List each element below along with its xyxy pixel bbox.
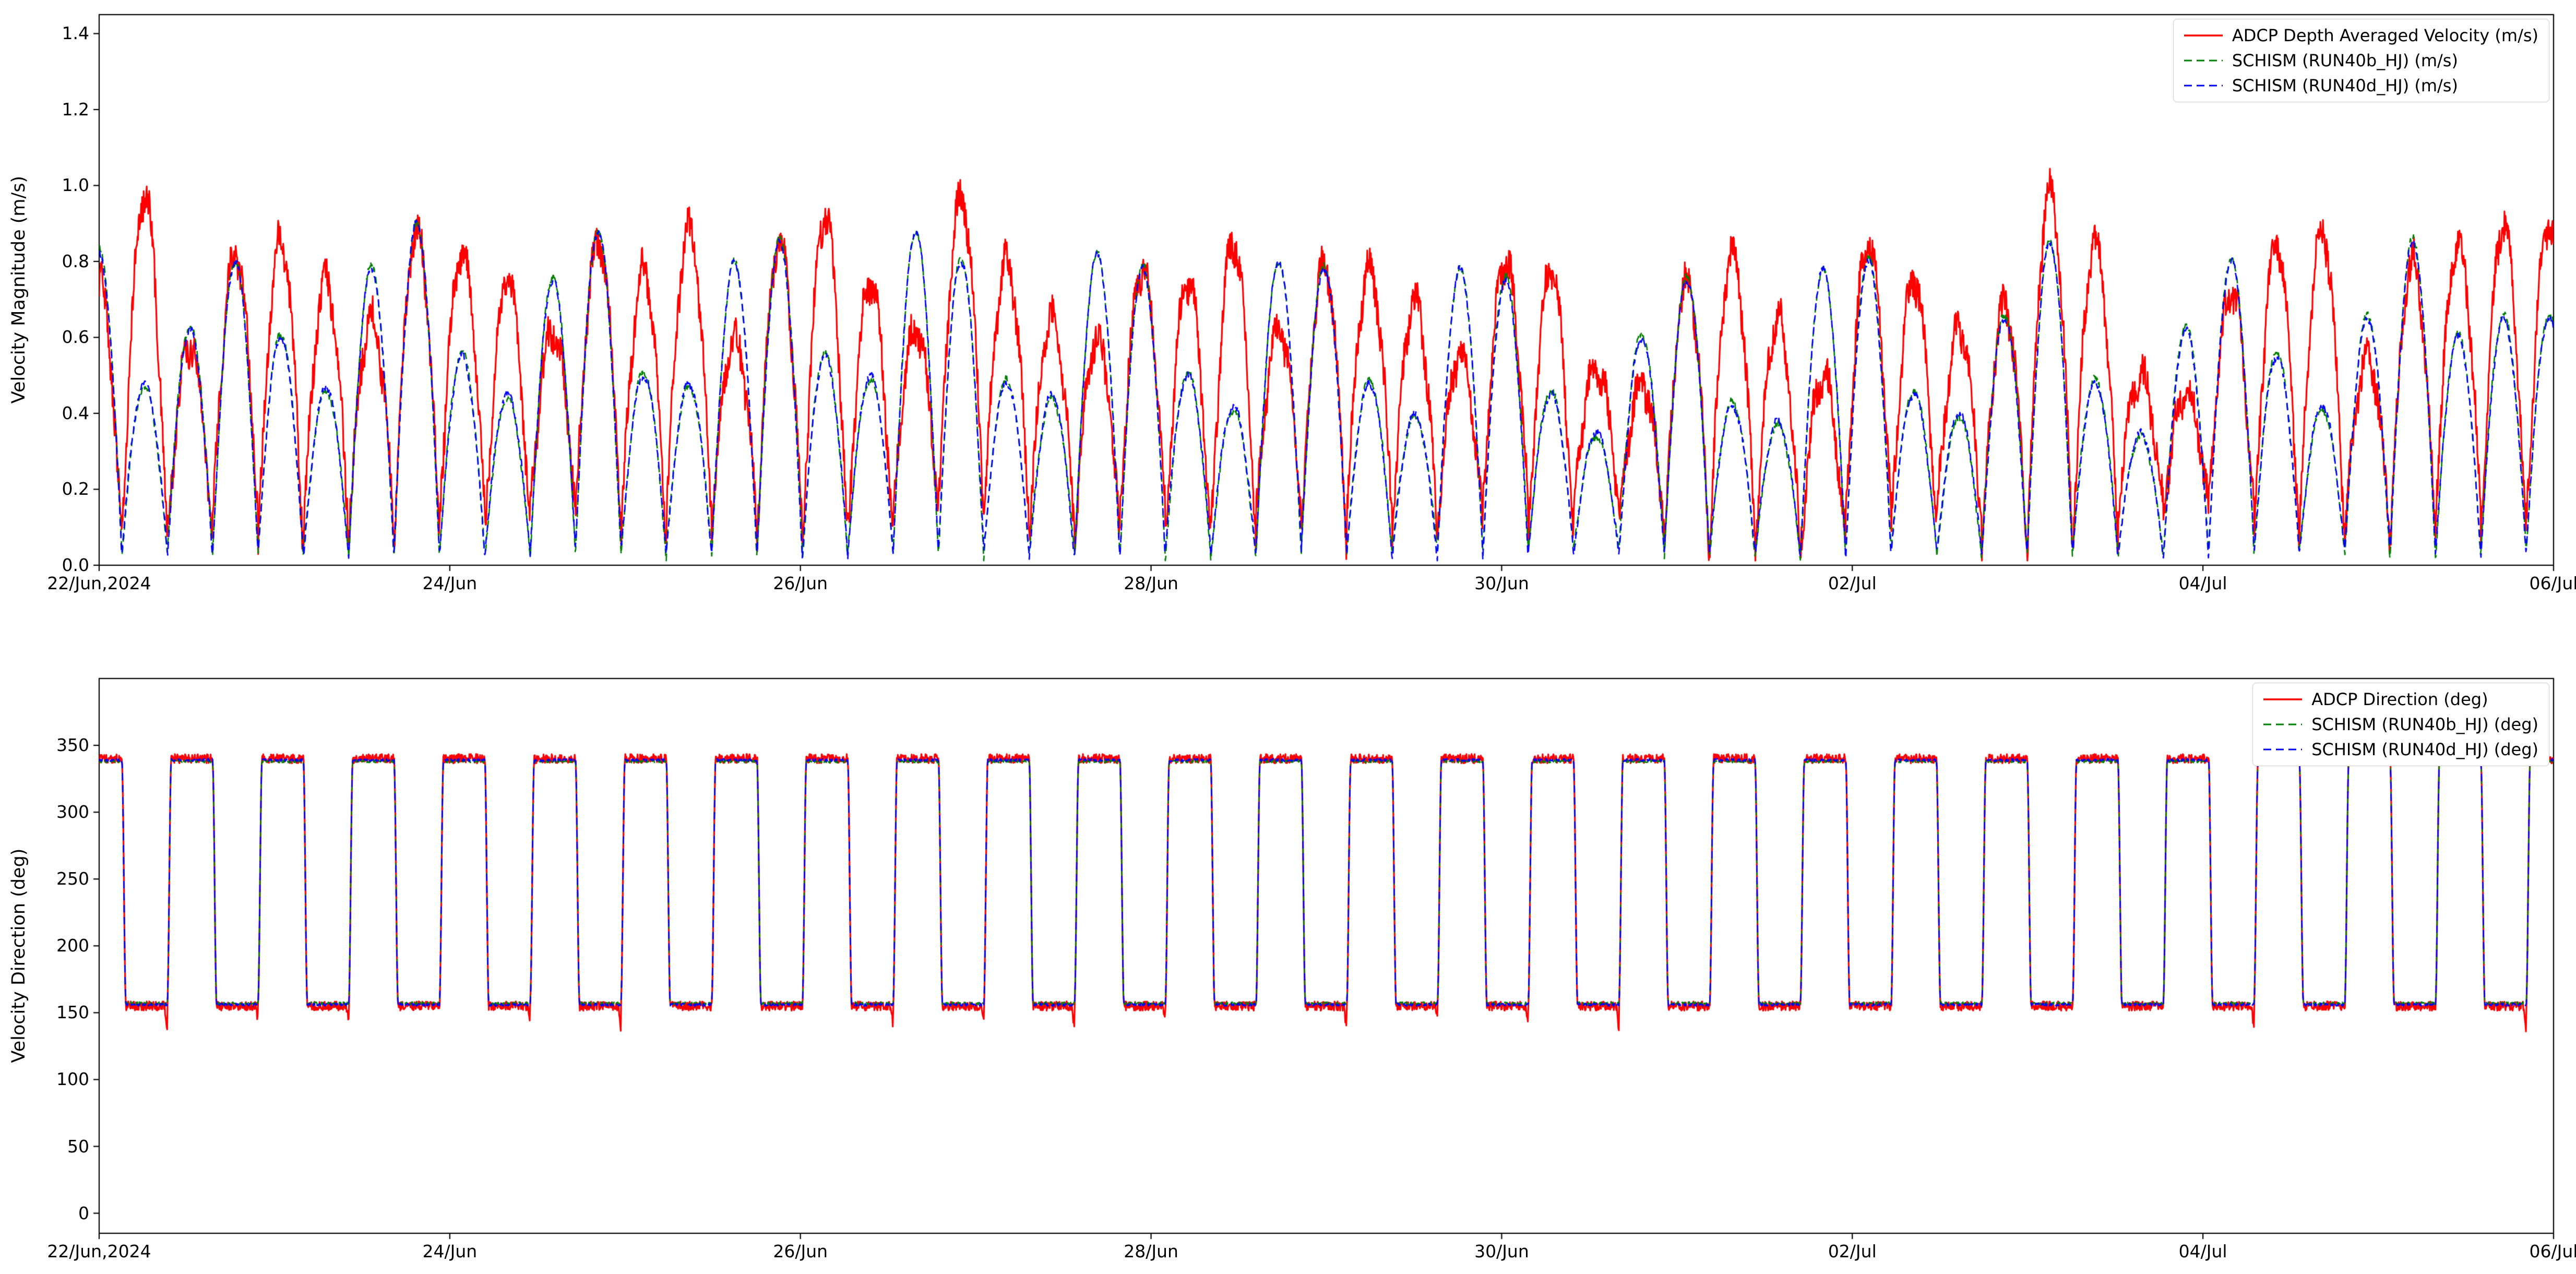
legend-line-sample — [2184, 85, 2223, 87]
legend-label: SCHISM (RUN40d_HJ) (m/s) — [2232, 76, 2458, 96]
legend-entry: SCHISM (RUN40d_HJ) (deg) — [2262, 740, 2538, 759]
legend-label: ADCP Depth Averaged Velocity (m/s) — [2232, 26, 2538, 45]
legend-entry: ADCP Direction (deg) — [2262, 689, 2538, 709]
legend-entry: SCHISM (RUN40b_HJ) (m/s) — [2183, 51, 2538, 70]
legend-label: ADCP Direction (deg) — [2311, 689, 2488, 709]
legend-label: SCHISM (RUN40d_HJ) (deg) — [2311, 740, 2538, 759]
legend-entry: SCHISM (RUN40b_HJ) (deg) — [2262, 715, 2538, 734]
legend-line-sample — [2263, 748, 2303, 751]
legend-label: SCHISM (RUN40b_HJ) (m/s) — [2232, 51, 2458, 70]
legend-line-sample — [2184, 59, 2223, 62]
legend: ADCP Direction (deg) SCHISM (RUN40b_HJ) (… — [2252, 683, 2549, 766]
y-axis-label-text: Velocity Magnitude (m/s) — [8, 175, 29, 404]
legend-line-sample — [2263, 698, 2303, 700]
legend-line-sample — [2263, 723, 2303, 725]
legend-label: SCHISM (RUN40b_HJ) (deg) — [2311, 715, 2538, 734]
legend: ADCP Depth Averaged Velocity (m/s) SCHISM… — [2173, 19, 2549, 102]
y-axis-label-text: Velocity Direction (deg) — [8, 848, 29, 1063]
legend-line-sample — [2184, 34, 2223, 37]
legend-entry: ADCP Depth Averaged Velocity (m/s) — [2183, 26, 2538, 45]
legend-entry: SCHISM (RUN40d_HJ) (m/s) — [2183, 76, 2538, 96]
